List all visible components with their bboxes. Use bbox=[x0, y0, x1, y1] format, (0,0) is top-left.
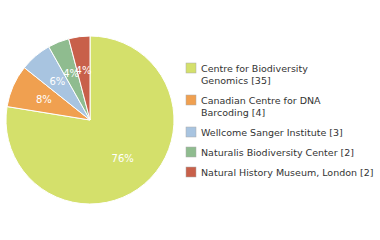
slices bbox=[6, 36, 174, 204]
legend-label: Natural History Museum, London [2] bbox=[201, 167, 374, 178]
legend-label-line: Genomics [35] bbox=[201, 75, 271, 86]
legend-label: Centre for BiodiversityGenomics [35] bbox=[201, 63, 308, 86]
data-label: 4% bbox=[76, 65, 92, 76]
legend-swatch bbox=[186, 167, 196, 177]
chart: 76%8%6%4%4%Centre for BiodiversityGenomi… bbox=[0, 0, 380, 240]
legend-label: Canadian Centre for DNABarcoding [4] bbox=[201, 95, 321, 118]
legend-label-line: Natural History Museum, London [2] bbox=[201, 167, 374, 178]
legend-swatch bbox=[186, 95, 196, 105]
legend-label-line: Barcoding [4] bbox=[201, 107, 265, 118]
data-label: 8% bbox=[36, 94, 52, 105]
data-label: 76% bbox=[112, 153, 134, 164]
legend-label-line: Naturalis Biodiversity Center [2] bbox=[201, 147, 354, 158]
legend-label-line: Centre for Biodiversity bbox=[201, 63, 308, 74]
legend-swatch bbox=[186, 63, 196, 73]
legend: Centre for BiodiversityGenomics [35] Cana… bbox=[186, 63, 374, 178]
legend-label-line: Canadian Centre for DNA bbox=[201, 95, 321, 106]
legend-label: Naturalis Biodiversity Center [2] bbox=[201, 147, 354, 158]
pie-slice bbox=[6, 36, 174, 204]
data-labels: 76%8%6%4%4% bbox=[36, 65, 134, 164]
legend-swatch bbox=[186, 147, 196, 157]
legend-label: Wellcome Sanger Institute [3] bbox=[201, 127, 343, 138]
legend-label-line: Wellcome Sanger Institute [3] bbox=[201, 127, 343, 138]
legend-swatch bbox=[186, 127, 196, 137]
